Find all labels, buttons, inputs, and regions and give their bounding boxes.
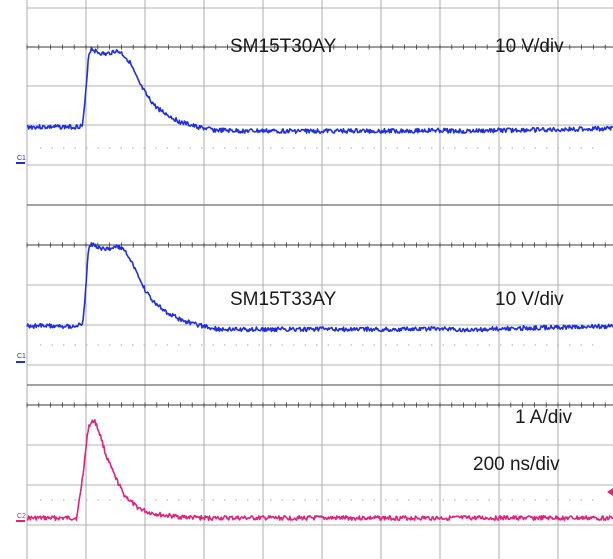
trace-panel-1: [26, 46, 613, 135]
panel-2-device-label: SM15T33AY: [230, 289, 337, 310]
axis-ticks-2: [26, 402, 606, 408]
channel-1-marker-top: C1: [17, 155, 26, 162]
graticule-grid: [26, 0, 613, 559]
trace-layer: [26, 46, 613, 522]
panel-3-time-scale-label: 200 ns/div: [473, 454, 560, 475]
channel-1-marker-bottom: C1: [17, 353, 26, 360]
panel-3-scale-label: 1 A/div: [515, 407, 573, 428]
channel-2-marker: C2: [17, 513, 26, 520]
panel-1-device-label: SM15T30AY: [230, 36, 337, 57]
axis-ticks-1: [26, 242, 606, 248]
trace-panel-2: [26, 242, 613, 333]
panel-2-scale-label: 10 V/div: [495, 289, 564, 310]
axis-ticks-0: [26, 44, 606, 50]
trigger-level-marker: [607, 488, 613, 496]
trace-panel-3: [26, 418, 613, 522]
panel-1-scale-label: 10 V/div: [495, 36, 564, 57]
